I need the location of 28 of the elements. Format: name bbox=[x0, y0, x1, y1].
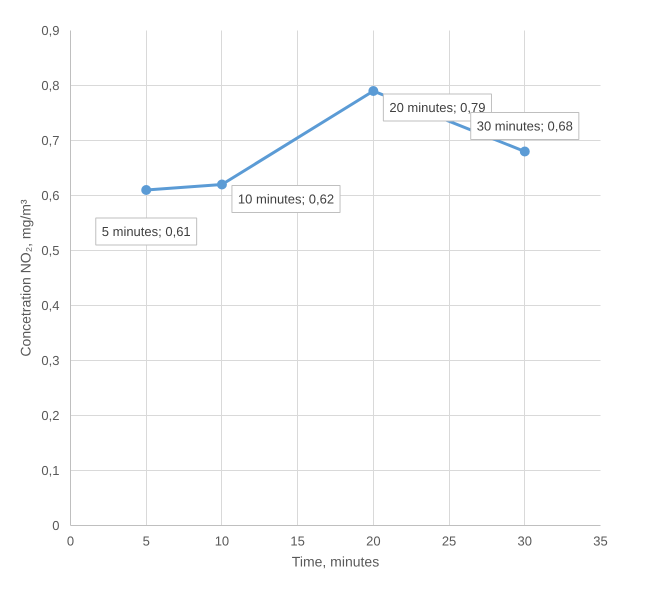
point bbox=[520, 146, 530, 156]
x-tick-label: 0 bbox=[66, 534, 74, 548]
x-tick-label: 30 bbox=[518, 534, 532, 548]
x-tick-label: 35 bbox=[593, 534, 608, 548]
point bbox=[368, 86, 378, 96]
x-tick-label: 25 bbox=[442, 534, 456, 548]
y-tick-label: 0,6 bbox=[41, 188, 60, 203]
x-axis-title: Time, minutes bbox=[292, 554, 380, 570]
y-axis-title: Concetration NO₂, mg/m³ bbox=[17, 199, 34, 357]
x-tick-label: 10 bbox=[214, 534, 230, 548]
y-tick-label: 0,2 bbox=[41, 408, 60, 423]
x-tick-label: 15 bbox=[290, 534, 305, 548]
y-tick-label: 0,1 bbox=[41, 463, 60, 478]
point bbox=[216, 180, 227, 190]
y-tick-label: 0,8 bbox=[41, 78, 60, 93]
data-label: 30 minutes; 0,68 bbox=[476, 118, 573, 134]
data-label: 20 minutes; 0,79 bbox=[389, 100, 486, 115]
y-tick-label: 0,5 bbox=[41, 243, 60, 258]
y-tick-label: 0,3 bbox=[41, 353, 60, 368]
data-label: 10 minutes; 0,62 bbox=[238, 192, 334, 206]
y-tick-label: 0,7 bbox=[41, 133, 60, 148]
point bbox=[141, 185, 152, 195]
y-tick-label: 0,9 bbox=[41, 23, 60, 38]
data-label: 5 minutes; 0,61 bbox=[102, 224, 191, 239]
y-tick-label: 0,4 bbox=[41, 298, 60, 313]
x-tick-label: 20 bbox=[366, 534, 381, 548]
x-tick-label: 5 bbox=[142, 534, 150, 548]
y-tick-label: 0 bbox=[52, 518, 60, 533]
